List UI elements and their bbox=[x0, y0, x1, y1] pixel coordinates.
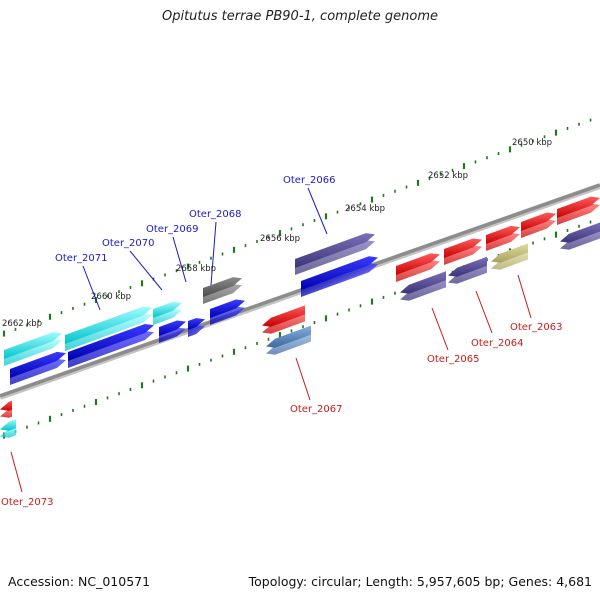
gene-label[interactable]: Oter_2066 bbox=[283, 175, 336, 186]
gene-arrow-oter-2068 bbox=[203, 277, 242, 304]
gene-label[interactable]: Oter_2073 bbox=[1, 497, 54, 508]
gene-leader-line bbox=[517, 274, 532, 319]
gene-arrow-red-3 bbox=[486, 225, 520, 251]
map-title: Opitutus terrae PB90-1, complete genome bbox=[161, 9, 439, 24]
gene-leader-line bbox=[307, 187, 328, 235]
gene-arrow-purple-end bbox=[560, 222, 600, 250]
gene-arrow-blue-6 bbox=[301, 256, 378, 297]
gene-label[interactable]: Oter_2069 bbox=[146, 224, 199, 235]
gene-leader-line bbox=[82, 265, 101, 311]
gene-arrow-red-5 bbox=[557, 196, 600, 225]
gene-label[interactable]: Oter_2071 bbox=[55, 253, 108, 264]
gene-leader-line bbox=[129, 250, 163, 291]
gene-arrow-oter-2066 bbox=[295, 233, 375, 275]
gene-label[interactable]: Oter_2064 bbox=[471, 338, 524, 349]
gene-label[interactable]: Oter_2065 bbox=[427, 354, 480, 365]
gene-leader-line bbox=[210, 221, 217, 286]
gene-arrow-blue-4 bbox=[188, 318, 205, 337]
gene-label[interactable]: Oter_2067 bbox=[290, 404, 343, 415]
gene-arrow-blue-5 bbox=[210, 299, 245, 325]
gene-arrow-oter-2073-red bbox=[0, 400, 12, 418]
gene-arrow-oter-2064 bbox=[448, 256, 487, 284]
gene-leader-line bbox=[475, 290, 493, 334]
scale-label: 2654 kbp bbox=[345, 204, 385, 214]
gene-arrow-oter-2065 bbox=[400, 271, 446, 301]
scale-label: 2662 kbp bbox=[2, 319, 42, 329]
gene-arrow-red-2 bbox=[444, 238, 482, 265]
gene-arrow-blue-2 bbox=[68, 323, 154, 368]
gene-label[interactable]: Oter_2063 bbox=[510, 322, 563, 333]
gene-arrow-red-4 bbox=[521, 212, 556, 238]
gene-arrow-oter-2071 bbox=[4, 332, 62, 366]
gene-arrow-blue-1 bbox=[10, 351, 66, 385]
gene-leader-line bbox=[431, 307, 449, 351]
scale-label: 2656 kbp bbox=[260, 234, 300, 244]
gene-arrow-blue-3 bbox=[159, 320, 186, 343]
gene-arrow-oter-2073 bbox=[0, 419, 16, 438]
gene-leader-line bbox=[295, 357, 311, 401]
gene-arrow-oter-2069 bbox=[153, 301, 182, 325]
gene-label[interactable]: Oter_2068 bbox=[189, 209, 242, 220]
genome-backbone bbox=[0, 183, 600, 398]
scale-label: 2658 kbp bbox=[176, 264, 216, 274]
gene-arrow-oter-2063 bbox=[491, 243, 528, 270]
upper-tick-track bbox=[2, 118, 592, 337]
accession-text: Accession: NC_010571 bbox=[8, 574, 151, 589]
scale-label: 2650 kbp bbox=[512, 138, 552, 148]
gene-leader-line bbox=[172, 236, 187, 283]
gene-arrow-red-1 bbox=[396, 253, 440, 282]
gene-label[interactable]: Oter_2070 bbox=[102, 238, 155, 249]
gene-arrow-oter-2067 bbox=[266, 325, 311, 355]
gene-arrow-oter-2067-red bbox=[262, 305, 305, 334]
gene-leader-line bbox=[10, 451, 23, 493]
genome-summary-text: Topology: circular; Length: 5,957,605 bp… bbox=[248, 574, 592, 589]
scale-label: 2652 kbp bbox=[428, 171, 468, 181]
scale-label: 2660 kbp bbox=[91, 292, 131, 302]
gene-arrow-oter-2070 bbox=[65, 306, 152, 351]
